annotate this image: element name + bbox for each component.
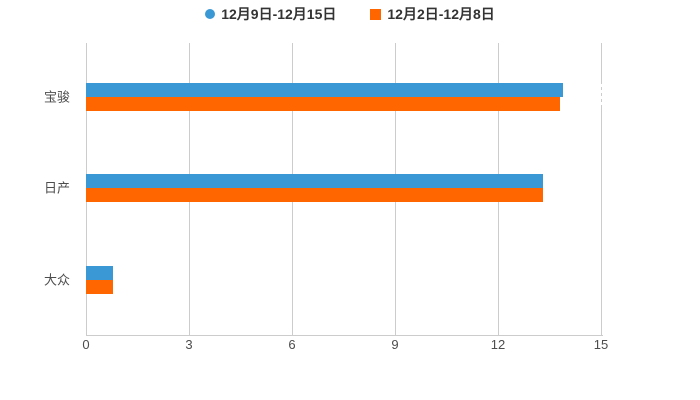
x-axis-line — [86, 335, 603, 336]
category-label: 日产 — [43, 180, 70, 195]
category-label: 宝骏 — [43, 89, 70, 105]
circle-legend-icon — [205, 9, 216, 19]
bar-日产-series1[interactable] — [86, 187, 543, 202]
dashed-gridline-artifact — [600, 84, 603, 108]
category-label: 大众 — [43, 272, 70, 288]
legend-item-series1[interactable]: 12月2日-12月8日 — [370, 6, 495, 22]
bar-大众-series0[interactable] — [86, 266, 114, 280]
bar-宝骏-series0[interactable] — [86, 83, 564, 97]
x-tick-label: 15 — [593, 337, 609, 352]
legend-item-series0[interactable]: 12月9日-12月15日 — [205, 7, 336, 21]
x-tick-label: 9 — [391, 337, 399, 352]
legend: 12月9日-12月15日 12月2日-12月8日 — [0, 4, 700, 24]
x-tick-label: 6 — [288, 337, 296, 352]
bar-大众-series1[interactable] — [86, 280, 114, 294]
bar-日产-series0[interactable] — [86, 173, 543, 188]
gridline-x15 — [601, 43, 602, 335]
legend-label: 12月9日-12月15日 — [221, 6, 337, 22]
x-tick-label: 0 — [82, 337, 90, 352]
x-tick-label: 3 — [185, 337, 193, 352]
bar-宝骏-series1[interactable] — [86, 97, 560, 111]
x-tick-label: 12 — [490, 337, 506, 352]
legend-label: 12月2日-12月8日 — [387, 6, 495, 22]
square-legend-icon — [370, 8, 382, 20]
